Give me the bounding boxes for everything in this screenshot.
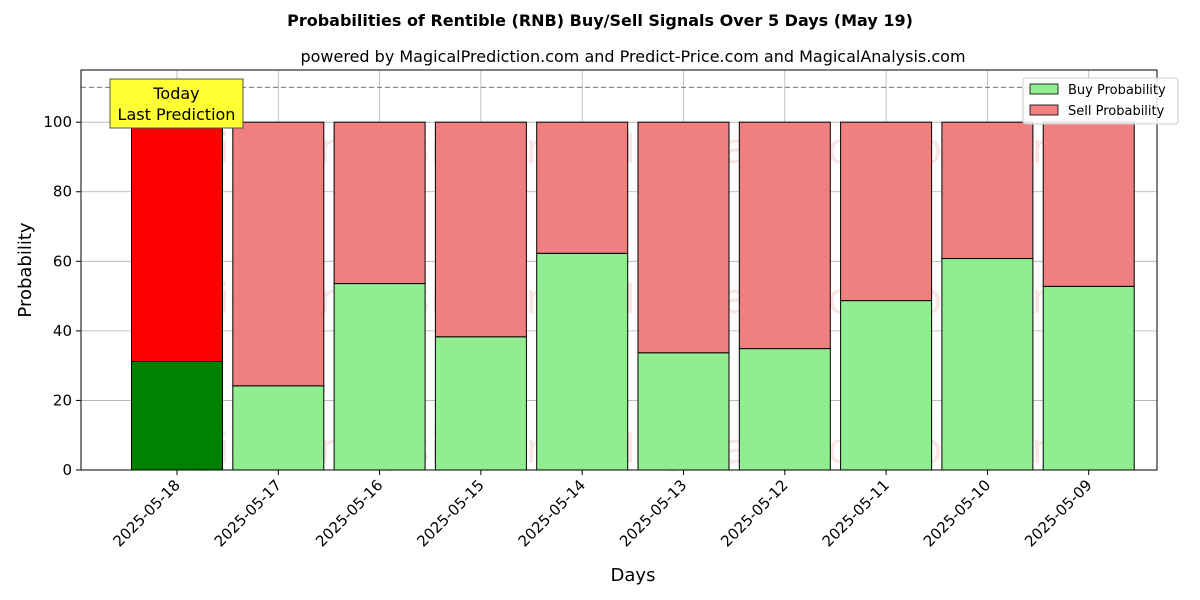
y-tick-label: 80 — [53, 183, 72, 201]
legend: Buy Probability Sell Probability — [1022, 77, 1179, 125]
bar-sell — [536, 121, 629, 254]
bar-buy — [738, 348, 831, 471]
bar-sell — [637, 121, 730, 354]
bar-sell — [434, 121, 527, 338]
x-axis-label: Days — [611, 565, 656, 586]
x-tick-label: 2025-05-11 — [819, 476, 893, 550]
bar-buy — [131, 360, 223, 471]
bar-sell — [941, 121, 1034, 260]
x-tick-label: 2025-05-10 — [920, 476, 994, 550]
bar-buy — [434, 336, 527, 471]
bar-sell — [738, 121, 831, 350]
y-tick-label: 0 — [62, 461, 72, 479]
y-tick-label: 60 — [53, 252, 72, 270]
legend-label-buy: Buy Probability — [1068, 83, 1166, 98]
x-tick-label: 2025-05-16 — [312, 476, 386, 550]
bar-buy — [333, 283, 426, 471]
y-axis: 0 20 40 60 80 100 — [43, 113, 81, 479]
bars — [131, 121, 1135, 471]
x-tick-label: 2025-05-17 — [211, 476, 285, 550]
today-annotation: Today Last Prediction — [109, 78, 244, 129]
bar-sell — [840, 121, 933, 302]
annotation-box — [109, 78, 244, 129]
bar-buy — [941, 258, 1034, 471]
x-tick-label: 2025-05-14 — [515, 476, 589, 550]
bar-sell — [1042, 121, 1135, 287]
bar-buy — [536, 252, 629, 471]
bar-buy — [232, 385, 325, 471]
bar-sell — [131, 121, 223, 362]
annotation-line-1: Today — [152, 84, 199, 103]
bar-sell — [333, 121, 426, 285]
y-axis-label: Probability — [15, 222, 36, 317]
bar-buy — [637, 352, 730, 471]
legend-swatch-buy — [1029, 83, 1059, 95]
chart-title: Probabilities of Rentible (RNB) Buy/Sell… — [287, 11, 913, 30]
bar-buy — [1042, 285, 1135, 471]
x-tick-label: 2025-05-18 — [109, 476, 183, 550]
legend-swatch-sell — [1029, 104, 1059, 116]
plot-frame — [80, 69, 1158, 471]
x-tick-label: 2025-05-15 — [413, 476, 487, 550]
y-tick-label: 20 — [53, 391, 72, 409]
bar-buy — [840, 300, 933, 471]
x-tick-label: 2025-05-12 — [717, 476, 791, 550]
y-tick-label: 40 — [53, 322, 72, 340]
x-tick-label: 2025-05-09 — [1021, 476, 1095, 550]
bar-sell — [232, 121, 325, 387]
legend-box — [1022, 77, 1179, 125]
x-tick-label: 2025-05-13 — [616, 476, 690, 550]
legend-label-sell: Sell Probability — [1068, 104, 1165, 119]
y-tick-label: 100 — [43, 113, 72, 131]
x-axis: 2025-05-18 2025-05-17 2025-05-16 2025-05-15… — [109, 470, 1096, 550]
chart-subtitle: powered by MagicalPrediction.com and Pre… — [300, 47, 965, 66]
annotation-line-2: Last Prediction — [118, 105, 236, 124]
